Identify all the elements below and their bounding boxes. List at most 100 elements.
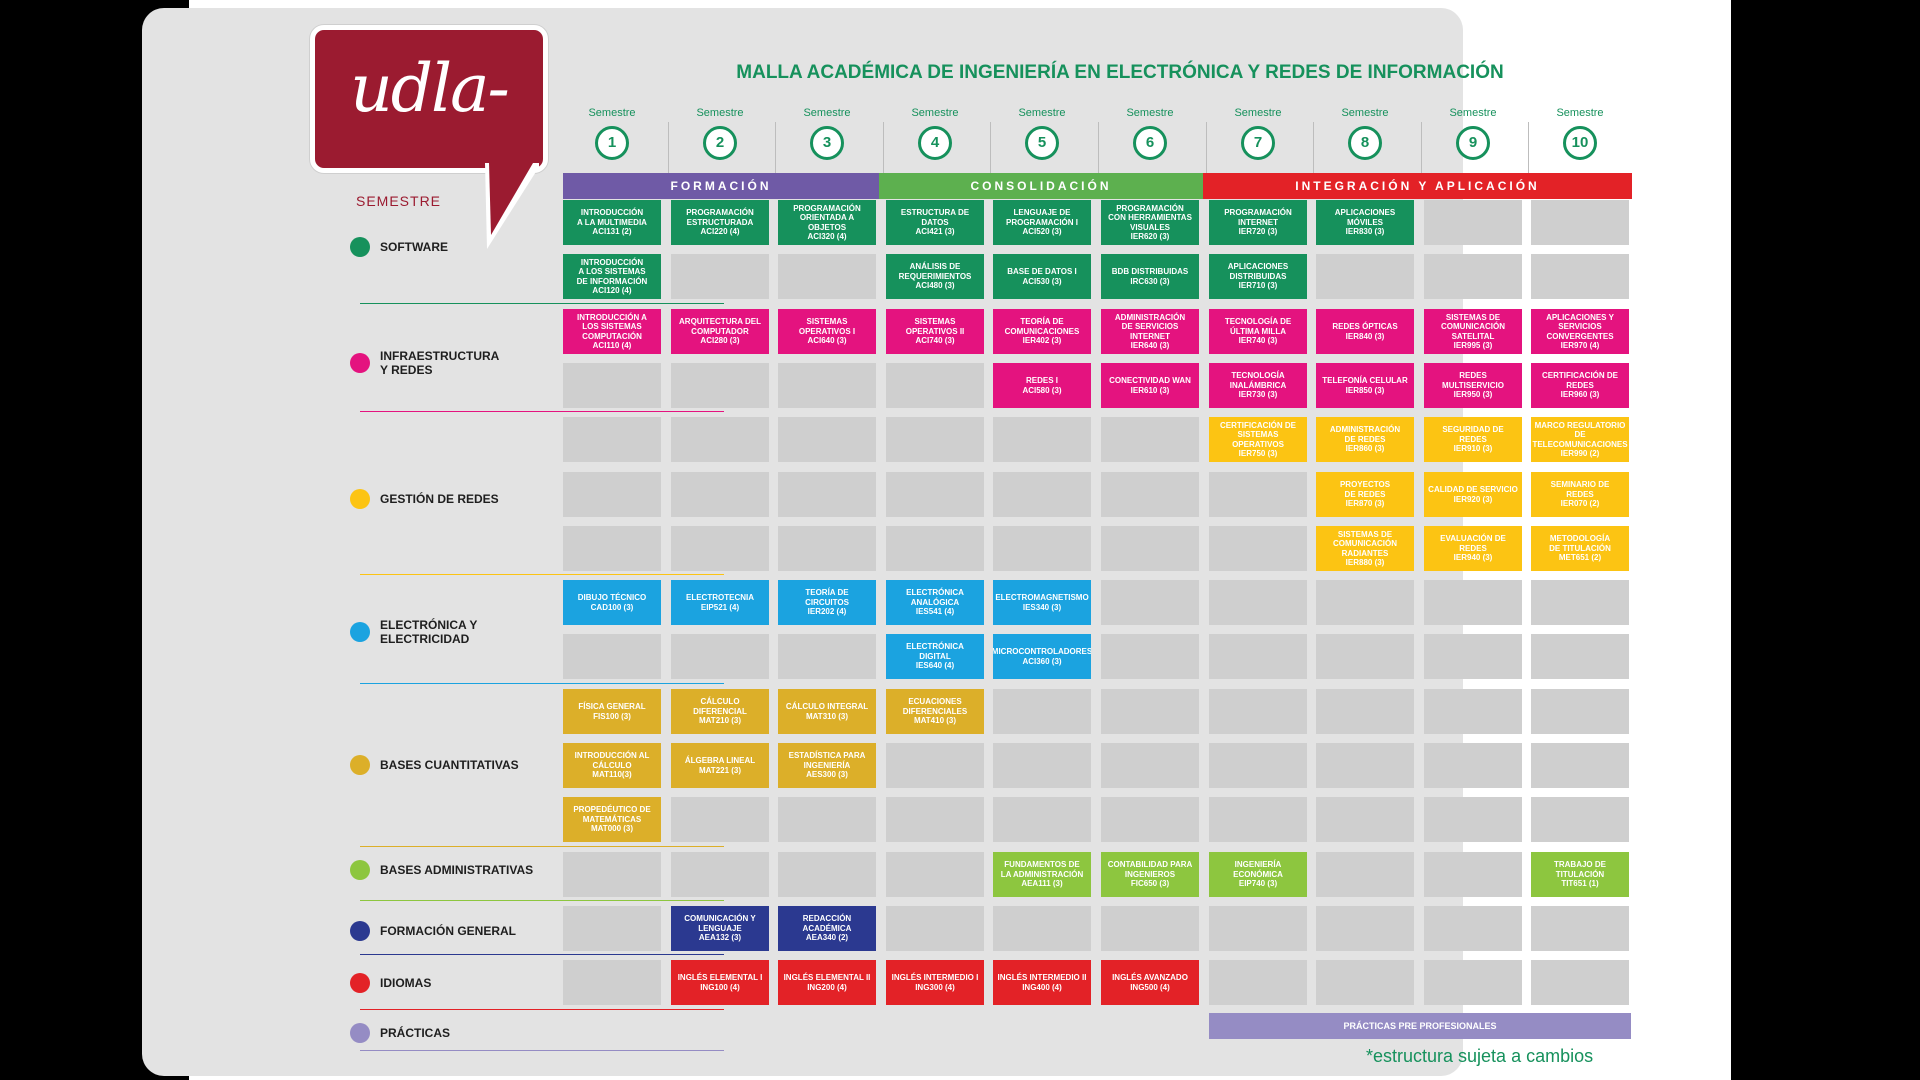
- course-cell: INTRODUCCIÓN A LOS SISTEMAS DE INFORMACI…: [563, 254, 661, 299]
- empty-cell: [671, 417, 769, 462]
- empty-cell: [1531, 580, 1629, 625]
- course-cell: REDES I ACI580 (3): [993, 363, 1091, 408]
- empty-cell: [1316, 906, 1414, 951]
- category-0: SOFTWARE: [350, 237, 448, 257]
- category-bullet-icon: [350, 860, 370, 880]
- empty-cell: [1424, 689, 1522, 734]
- empty-cell: [1424, 580, 1522, 625]
- empty-cell: [886, 472, 984, 517]
- category-divider: [360, 683, 724, 684]
- course-cell: ELECTROMAGNETISMO IES340 (3): [993, 580, 1091, 625]
- category-1: INFRAESTRUCTURA Y REDES: [350, 349, 499, 377]
- course-cell: DIBUJO TÉCNICO CAD100 (3): [563, 580, 661, 625]
- course-cell: MICROCONTROLADORES ACI360 (3): [993, 634, 1091, 679]
- course-cell: REDES MULTISERVICIO IER950 (3): [1424, 363, 1522, 408]
- semester-number-circle: 8: [1348, 126, 1382, 160]
- empty-cell: [1531, 797, 1629, 842]
- course-cell: METODOLOGÍA DE TITULACIÓN MET651 (2): [1531, 526, 1629, 571]
- course-cell: ADMINISTRACIÓN DE REDES IER860 (3): [1316, 417, 1414, 462]
- course-cell: SEGURIDAD DE REDES IER910 (3): [1424, 417, 1522, 462]
- empty-cell: [886, 363, 984, 408]
- empty-cell: [993, 689, 1091, 734]
- empty-cell: [778, 254, 876, 299]
- course-cell: INGLÉS AVANZADO ING500 (4): [1101, 960, 1199, 1005]
- semester-number-circle: 6: [1133, 126, 1167, 160]
- semester-number-circle: 10: [1563, 126, 1597, 160]
- course-cell: CONECTIVIDAD WAN IER610 (3): [1101, 363, 1199, 408]
- course-cell: PROPEDÉUTICO DE MATEMÁTICAS MAT000 (3): [563, 797, 661, 842]
- semester-number-circle: 5: [1025, 126, 1059, 160]
- course-cell: ÁLGEBRA LINEAL MAT221 (3): [671, 743, 769, 788]
- course-cell: INGENIERÍA ECONÓMICA EIP740 (3): [1209, 852, 1307, 897]
- empty-cell: [1209, 689, 1307, 734]
- phase-3: INTEGRACIÓN Y APLICACIÓN: [1203, 173, 1632, 199]
- category-2: GESTIÓN DE REDES: [350, 489, 499, 509]
- course-cell: INTRODUCCIÓN A LA MULTIMEDIA ACI131 (2): [563, 200, 661, 245]
- course-cell: REDES ÓPTICAS IER840 (3): [1316, 309, 1414, 354]
- semester-separator: [883, 122, 884, 174]
- course-cell: BDB DISTRIBUIDAS IRC630 (3): [1101, 254, 1199, 299]
- course-cell: ELECTRÓNICA ANALÓGICA IES541 (4): [886, 580, 984, 625]
- course-cell: TRABAJO DE TITULACIÓN TIT651 (1): [1531, 852, 1629, 897]
- course-cell: CALIDAD DE SERVICIO IER920 (3): [1424, 472, 1522, 517]
- empty-cell: [993, 906, 1091, 951]
- semester-axis-label: SEMESTRE: [356, 193, 442, 209]
- semester-1: Semestre 1: [560, 106, 664, 160]
- category-divider: [360, 900, 724, 901]
- semester-separator: [1206, 122, 1207, 174]
- semester-number-circle: 3: [810, 126, 844, 160]
- category-name: IDIOMAS: [380, 976, 432, 990]
- empty-cell: [1101, 797, 1199, 842]
- semester-separator: [1528, 122, 1529, 174]
- semester-number-circle: 2: [703, 126, 737, 160]
- semester-label: Semestre: [1556, 107, 1604, 119]
- course-cell: TELEFONÍA CELULAR IER850 (3): [1316, 363, 1414, 408]
- empty-cell: [886, 797, 984, 842]
- course-cell: INTRODUCCIÓN A LOS SISTEMAS COMPUTACIÓN …: [563, 309, 661, 354]
- empty-cell: [563, 526, 661, 571]
- course-cell: FÍSICA GENERAL FIS100 (3): [563, 689, 661, 734]
- empty-cell: [1531, 200, 1629, 245]
- semester-separator: [1313, 122, 1314, 174]
- semester-label: Semestre: [1234, 107, 1282, 119]
- course-cell: SEMINARIO DE REDES IER070 (2): [1531, 472, 1629, 517]
- category-name: GESTIÓN DE REDES: [380, 492, 499, 506]
- empty-cell: [1209, 472, 1307, 517]
- course-cell: CÁLCULO INTEGRAL MAT310 (3): [778, 689, 876, 734]
- empty-cell: [1209, 743, 1307, 788]
- semester-label: Semestre: [1341, 107, 1389, 119]
- course-cell: TECNOLOGÍA INALÁMBRICA IER730 (3): [1209, 363, 1307, 408]
- semester-10: Semestre 10: [1528, 106, 1632, 160]
- semester-label: Semestre: [911, 107, 959, 119]
- empty-cell: [563, 906, 661, 951]
- semester-label: Semestre: [588, 107, 636, 119]
- empty-cell: [1531, 906, 1629, 951]
- semester-8: Semestre 8: [1313, 106, 1417, 160]
- empty-cell: [1209, 906, 1307, 951]
- category-bullet-icon: [350, 973, 370, 993]
- empty-cell: [1101, 689, 1199, 734]
- course-cell: APLICACIONES DISTRIBUIDAS IER710 (3): [1209, 254, 1307, 299]
- semester-3: Semestre 3: [775, 106, 879, 160]
- empty-cell: [993, 743, 1091, 788]
- course-cell: INGLÉS ELEMENTAL I ING100 (4): [671, 960, 769, 1005]
- empty-cell: [993, 472, 1091, 517]
- semester-separator: [1098, 122, 1099, 174]
- course-cell: INTRODUCCIÓN AL CÁLCULO MAT110(3): [563, 743, 661, 788]
- semester-7: Semestre 7: [1206, 106, 1310, 160]
- empty-cell: [1531, 634, 1629, 679]
- course-cell: ANÁLISIS DE REQUERIMIENTOS ACI480 (3): [886, 254, 984, 299]
- empty-cell: [1209, 797, 1307, 842]
- semester-label: Semestre: [1449, 107, 1497, 119]
- empty-cell: [1209, 526, 1307, 571]
- logo-wordmark: udla-: [350, 50, 510, 127]
- course-cell: ARQUITECTURA DEL COMPUTADOR ACI280 (3): [671, 309, 769, 354]
- empty-cell: [1424, 200, 1522, 245]
- semester-label: Semestre: [803, 107, 851, 119]
- semester-9: Semestre 9: [1421, 106, 1525, 160]
- course-cell: PROYECTOS DE REDES IER870 (3): [1316, 472, 1414, 517]
- empty-cell: [671, 526, 769, 571]
- empty-cell: [1209, 580, 1307, 625]
- course-cell: INGLÉS INTERMEDIO II ING400 (4): [993, 960, 1091, 1005]
- course-cell: PROGRAMACIÓN ORIENTADA A OBJETOS ACI320 …: [778, 200, 876, 245]
